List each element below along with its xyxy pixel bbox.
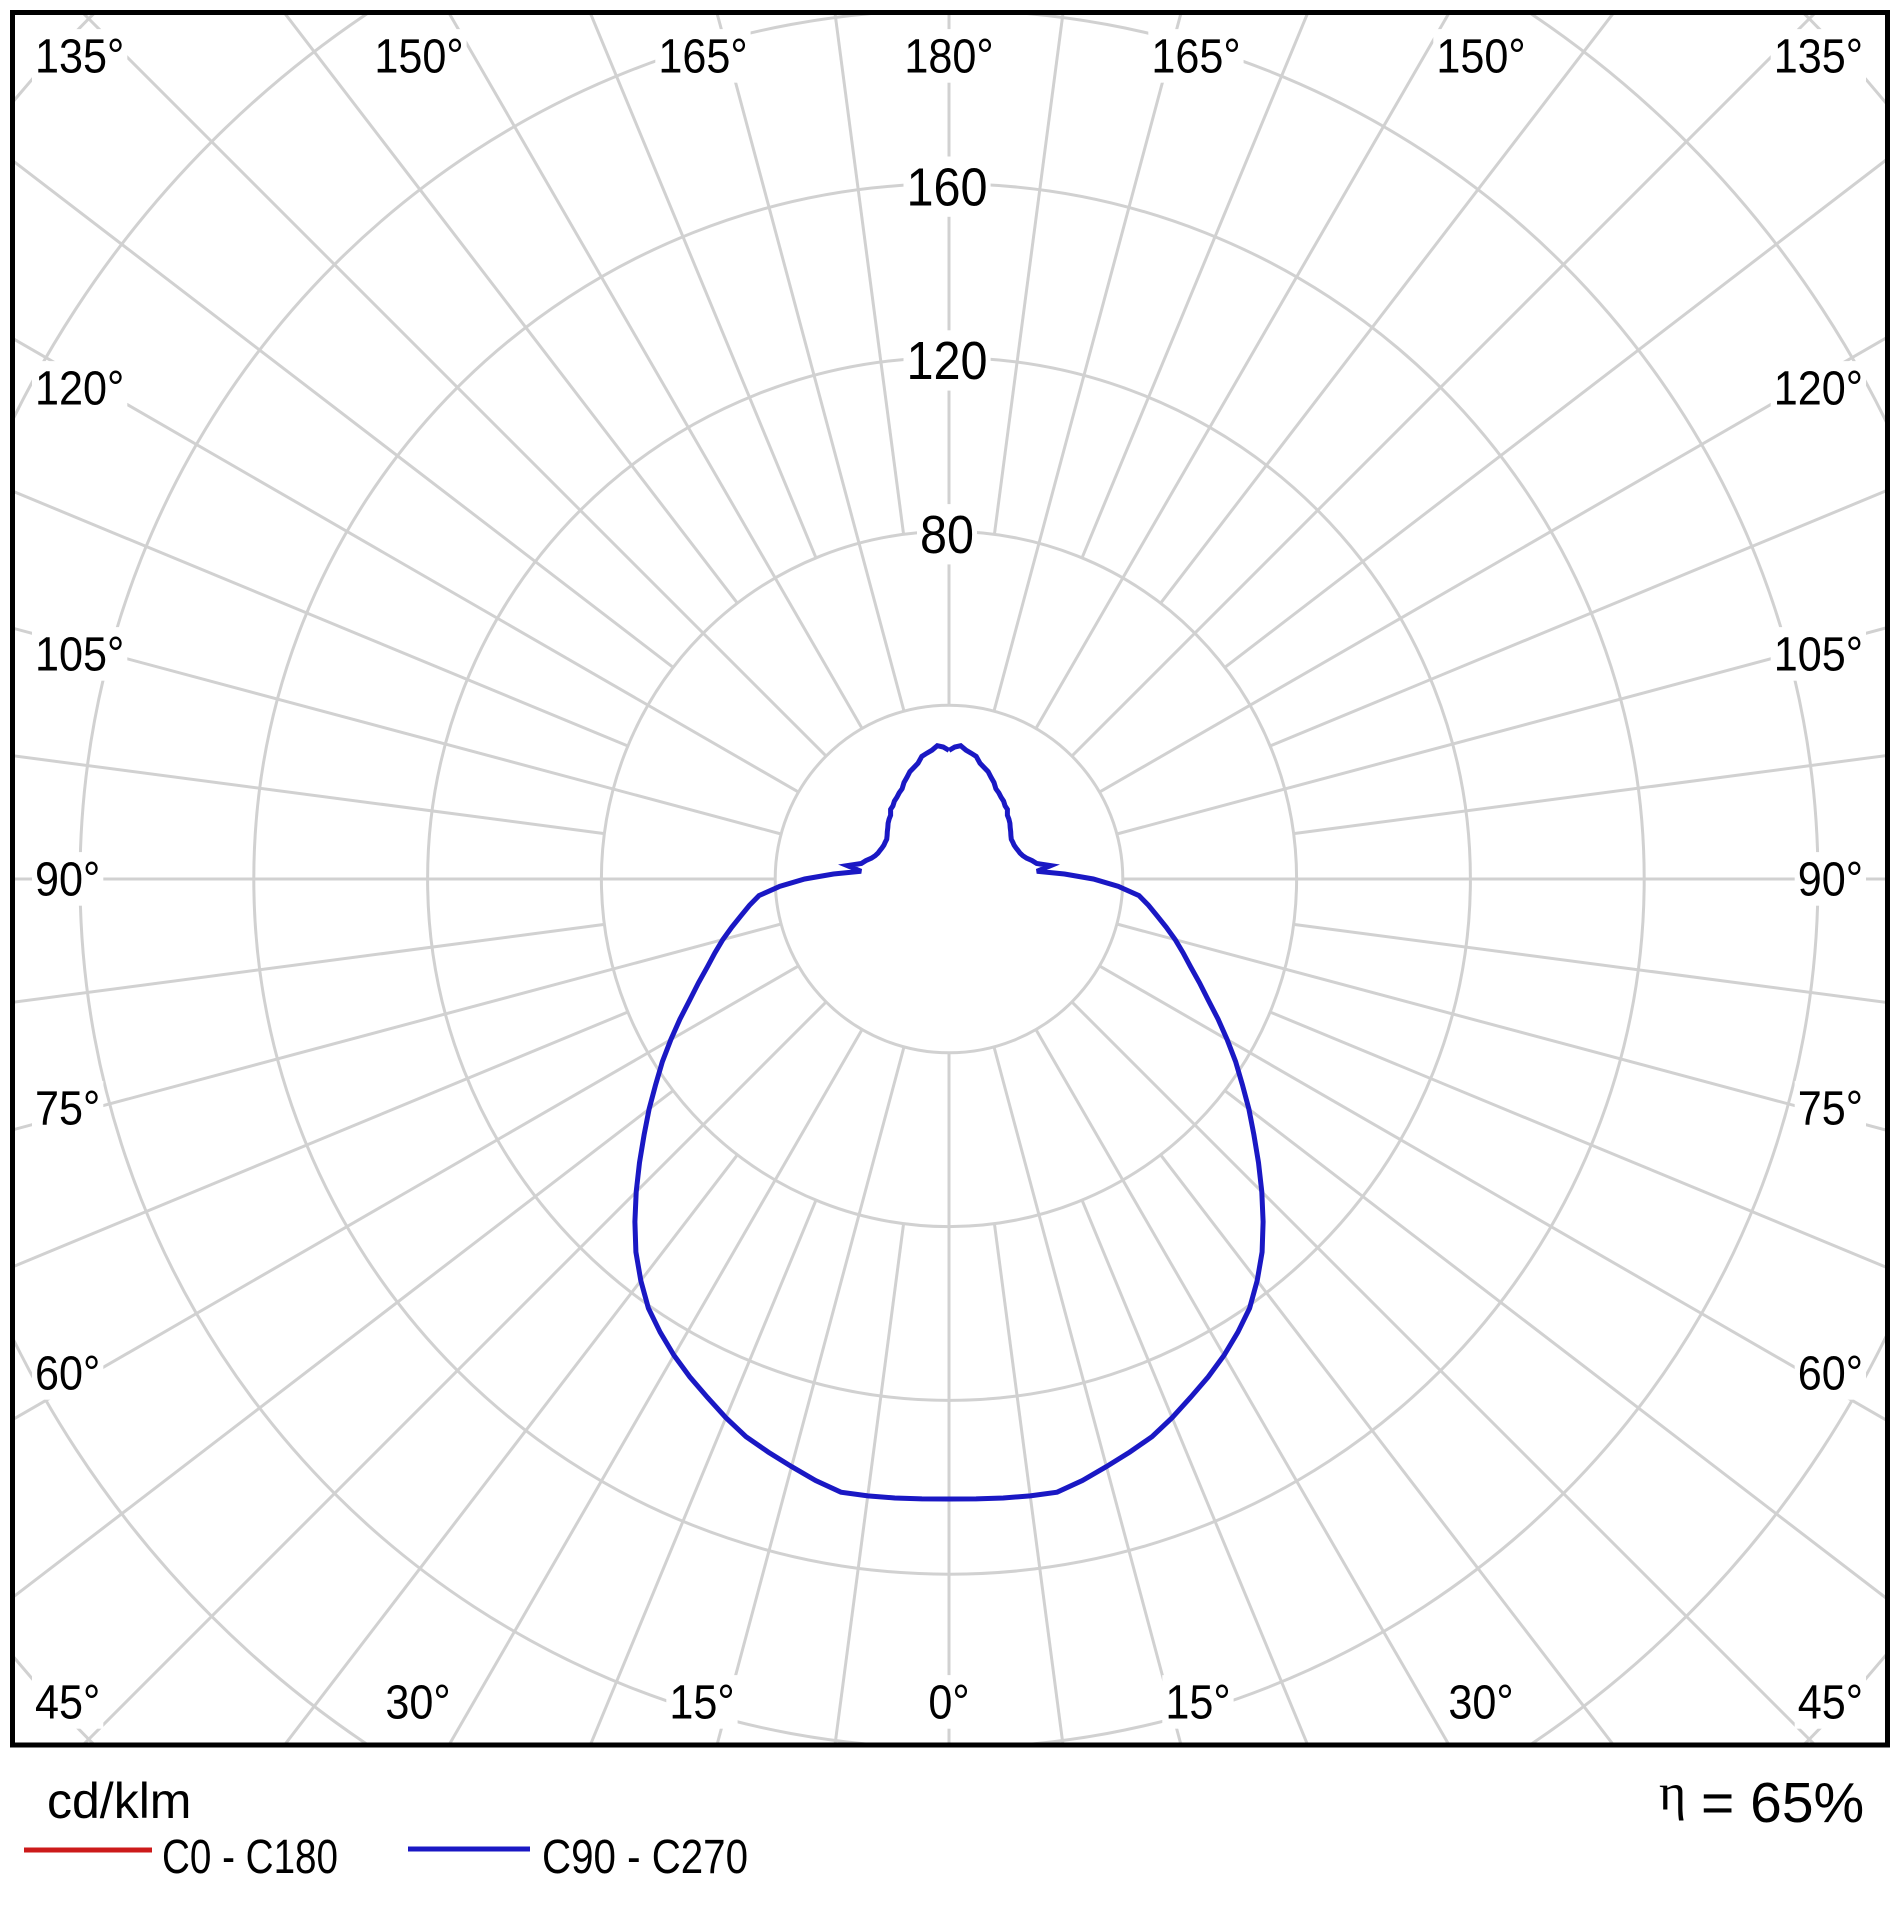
- svg-text:165°: 165°: [1151, 31, 1240, 84]
- svg-text:105°: 105°: [1774, 629, 1863, 682]
- svg-text:150°: 150°: [1436, 31, 1525, 84]
- svg-text:160: 160: [906, 157, 987, 217]
- svg-text:165°: 165°: [658, 31, 747, 84]
- svg-text:C90 - C270: C90 - C270: [542, 1831, 748, 1884]
- svg-text:75°: 75°: [35, 1083, 100, 1136]
- svg-text:135°: 135°: [1774, 31, 1863, 84]
- svg-text:15°: 15°: [1165, 1677, 1230, 1730]
- svg-text:cd/klm: cd/klm: [47, 1773, 191, 1829]
- svg-text:60°: 60°: [1798, 1348, 1863, 1401]
- svg-text:105°: 105°: [35, 629, 124, 682]
- svg-text:= 65%: = 65%: [1701, 1771, 1864, 1835]
- svg-text:0°: 0°: [928, 1677, 969, 1730]
- svg-text:150°: 150°: [374, 31, 463, 84]
- svg-text:60°: 60°: [35, 1348, 100, 1401]
- svg-text:90°: 90°: [1798, 854, 1863, 907]
- svg-text:30°: 30°: [1448, 1677, 1513, 1730]
- svg-text:120°: 120°: [35, 363, 124, 416]
- svg-text:η: η: [1659, 1764, 1686, 1821]
- svg-text:120°: 120°: [1774, 363, 1863, 416]
- svg-text:135°: 135°: [35, 31, 124, 84]
- svg-text:30°: 30°: [385, 1677, 450, 1730]
- svg-text:120: 120: [906, 331, 987, 391]
- svg-text:75°: 75°: [1798, 1083, 1863, 1136]
- svg-text:180°: 180°: [904, 31, 993, 84]
- svg-text:C0 - C180: C0 - C180: [162, 1831, 338, 1884]
- svg-text:45°: 45°: [1798, 1677, 1863, 1730]
- svg-text:90°: 90°: [35, 854, 100, 907]
- svg-text:45°: 45°: [35, 1677, 100, 1730]
- svg-text:80: 80: [920, 505, 974, 565]
- svg-text:15°: 15°: [669, 1677, 734, 1730]
